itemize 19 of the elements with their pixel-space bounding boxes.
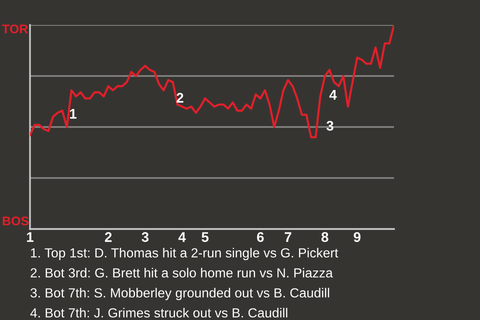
annotation: 3 bbox=[326, 120, 334, 131]
text: 1. Top 1st: D. Thomas hit a 2-run single vs G. Pickert bbox=[31, 248, 338, 260]
x-tick-label: 2 bbox=[104, 232, 112, 242]
annotation: 2 bbox=[176, 92, 184, 103]
text: TOR bbox=[2, 24, 28, 34]
text: 3. Bot 7th: S. Mobberley grounded out vs B. Caudill bbox=[30, 288, 330, 300]
x-tick-label: 6 bbox=[257, 232, 264, 242]
text: BOS bbox=[2, 216, 29, 226]
annotation: 1 bbox=[70, 109, 76, 119]
x-tick-label: 3 bbox=[142, 232, 149, 242]
annotation: 4 bbox=[329, 90, 337, 100]
x-tick-label: 5 bbox=[202, 232, 209, 242]
x-tick-label: 4 bbox=[178, 232, 186, 242]
x-tick-label: 9 bbox=[354, 232, 360, 242]
x-tick-label: 7 bbox=[284, 232, 292, 242]
x-tick-label: 8 bbox=[321, 232, 328, 242]
text: 4. Bot 7th: J. Grimes struck out vs B. Caudill bbox=[30, 308, 288, 318]
x-tick-label: 1 bbox=[27, 232, 34, 242]
text: 2. Bot 3rd: G. Brett hit a solo home run vs N. Piazza bbox=[30, 268, 333, 278]
